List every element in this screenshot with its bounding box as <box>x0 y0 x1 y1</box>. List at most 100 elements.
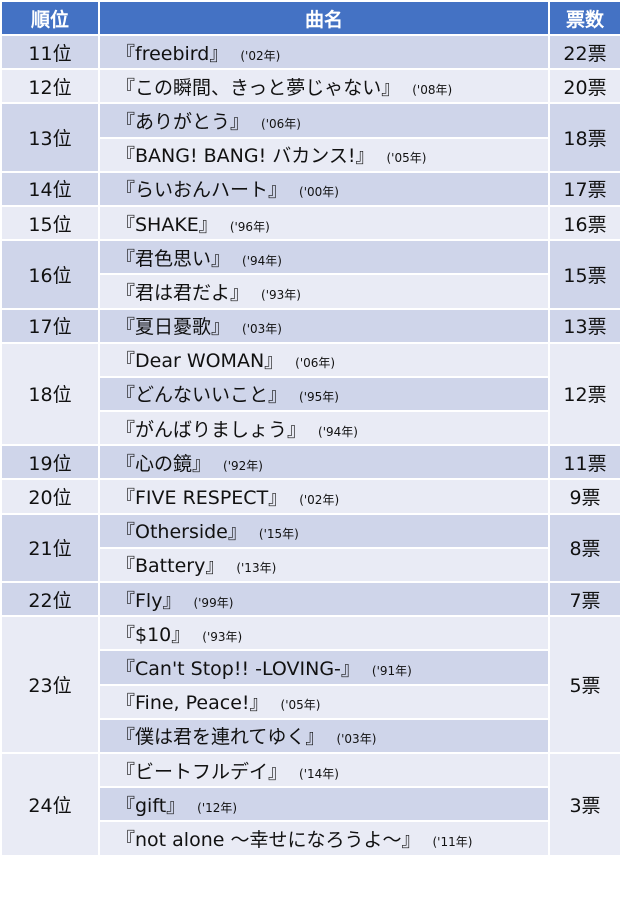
song-title: 『どんないいこと』 <box>116 384 288 407</box>
song-title: 『BANG! BANG! バカンス!』 <box>116 145 375 168</box>
song-year: ('99年) <box>193 595 234 610</box>
rank-cell: 22位 <box>0 580 100 618</box>
song-title: 『Fine, Peace!』 <box>116 692 269 715</box>
song-cell: 『ビートフルデイ』 ('14年) <box>98 751 550 789</box>
votes-cell: 11票 <box>548 444 620 481</box>
song-cell: 『SHAKE』 ('96年) <box>98 204 550 242</box>
song-title: 『心の鏡』 <box>116 452 212 475</box>
song-title: 『ビートフルデイ』 <box>116 760 288 783</box>
song-cell: 『Battery』 ('13年) <box>98 546 550 584</box>
rank-cell: 13位 <box>0 102 100 173</box>
song-year: ('12年) <box>197 800 238 815</box>
song-title: 『僕は君を連れてゆく』 <box>116 726 325 749</box>
song-year: ('93年) <box>261 287 301 302</box>
rank-cell: 12位 <box>0 68 100 105</box>
song-title: 『がんばりましょう』 <box>116 418 307 441</box>
votes-cell: 17票 <box>548 170 620 207</box>
song-cell: 『Fine, Peace!』 ('05年) <box>98 683 550 720</box>
song-title: 『夏日憂歌』 <box>116 316 231 339</box>
rank-header: 順位 <box>0 0 100 36</box>
votes-cell: 20票 <box>548 68 620 105</box>
song-title: 『Fly』 <box>116 589 182 612</box>
song-cell: 『BANG! BANG! バカンス!』 ('05年) <box>98 136 550 173</box>
song-year: ('93年) <box>202 629 243 644</box>
votes-cell: 7票 <box>548 580 620 618</box>
song-year: ('96年) <box>229 219 270 234</box>
song-title: 『SHAKE』 <box>116 213 218 236</box>
song-title: 『Battery』 <box>116 555 225 578</box>
song-year: ('13年) <box>236 561 277 576</box>
song-cell: 『gift』 ('12年) <box>98 786 550 823</box>
votes-cell: 5票 <box>548 615 620 754</box>
song-year: ('06年) <box>295 356 336 371</box>
song-cell: 『Fly』 ('99年) <box>98 580 550 618</box>
song-year: ('00年) <box>299 185 339 200</box>
rank-cell: 16位 <box>0 239 100 310</box>
song-title: 『gift』 <box>116 794 186 817</box>
rank-cell: 11位 <box>0 33 100 71</box>
rank-cell: 21位 <box>0 512 100 584</box>
table-row: 22位 『Fly』 ('99年) 7票 <box>0 580 620 618</box>
table-row: 『がんばりましょう』 ('94年) <box>1 410 620 447</box>
song-cell: 『らいおんハート』 ('00年) <box>98 170 550 207</box>
song-title: 『君色思い』 <box>116 247 231 270</box>
song-cell: 『Can't Stop!! -LOVING-』 ('91年) <box>98 649 550 686</box>
rank-cell: 23位 <box>0 615 100 754</box>
song-cell: 『Dear WOMAN』 ('06年) <box>98 341 550 378</box>
table-row: 21位 『Otherside』 ('15年) 8票 <box>0 512 620 584</box>
song-cell: 『君色思い』 ('94年) <box>98 239 550 276</box>
votes-cell: 13票 <box>548 307 620 344</box>
song-year: ('05年) <box>386 151 427 166</box>
table-row: 『BANG! BANG! バカンス!』 ('05年) <box>1 136 620 173</box>
table-row: 『gift』 ('12年) <box>1 786 620 823</box>
rank-cell: 15位 <box>0 204 100 242</box>
song-year: ('06年) <box>261 116 301 131</box>
song-year: ('14年) <box>299 766 339 781</box>
song-title: 『Dear WOMAN』 <box>116 350 284 373</box>
song-title: 『ありがとう』 <box>116 110 250 133</box>
song-year: ('92年) <box>223 458 263 473</box>
votes-cell: 22票 <box>548 33 620 71</box>
table-row: 17位 『夏日憂歌』 ('03年) 13票 <box>0 307 620 344</box>
song-cell: 『夏日憂歌』 ('03年) <box>98 307 550 344</box>
song-cell: 『どんないいこと』 ('95年) <box>98 375 550 413</box>
song-cell: 『君は君だよ』 ('93年) <box>98 273 550 310</box>
song-year: ('11年) <box>432 834 473 849</box>
table-row: 24位 『ビートフルデイ』 ('14年) 3票 <box>0 751 620 857</box>
song-cell: 『ありがとう』 ('06年) <box>98 102 550 139</box>
song-cell: 『not alone 〜幸せになろうよ〜』 ('11年) <box>98 820 550 857</box>
table-row: 『Battery』 ('13年) <box>1 546 620 584</box>
song-title: 『not alone 〜幸せになろうよ〜』 <box>116 828 421 851</box>
table-row: 16位 『君色思い』 ('94年) 15票 <box>0 239 620 310</box>
table-row: 19位 『心の鏡』 ('92年) 11票 <box>0 444 620 481</box>
song-title: 『Can't Stop!! -LOVING-』 <box>116 657 360 680</box>
rank-cell: 14位 <box>0 170 100 207</box>
table-row: 14位 『らいおんハート』 ('00年) 17票 <box>0 170 620 207</box>
table-row: 『どんないいこと』 ('95年) <box>1 375 620 413</box>
song-year: ('91年) <box>371 663 412 678</box>
table-row: 11位 『freebird』 ('02年) 22票 <box>0 33 620 71</box>
song-year: ('94年) <box>318 424 358 439</box>
song-cell: 『freebird』 ('02年) <box>98 33 550 71</box>
votes-cell: 12票 <box>548 341 620 447</box>
song-year: ('05年) <box>280 698 321 713</box>
song-cell: 『この瞬間、きっと夢じゃない』 ('08年) <box>98 68 550 105</box>
votes-header: 票数 <box>548 0 620 36</box>
table-row: 15位 『SHAKE』 ('96年) 16票 <box>0 204 620 242</box>
song-year: ('94年) <box>242 253 282 268</box>
table-row: 『僕は君を連れてゆく』 ('03年) <box>1 717 620 754</box>
song-cell: 『心の鏡』 ('92年) <box>98 444 550 481</box>
rank-cell: 19位 <box>0 444 100 481</box>
song-year: ('15年) <box>258 527 299 542</box>
table-row: 23位 『$10』 ('93年) 5票 <box>0 615 620 754</box>
rank-cell: 17位 <box>0 307 100 344</box>
table-row: 『not alone 〜幸せになろうよ〜』 ('11年) <box>1 820 620 857</box>
song-cell: 『Otherside』 ('15年) <box>98 512 550 549</box>
ranking-table: 順位 曲名 票数 11位 『freebird』 ('02年) 22票 12位 『この瞬間、… <box>0 0 620 857</box>
song-year: ('03年) <box>336 732 377 747</box>
table-row: 13位 『ありがとう』 ('06年) 18票 <box>0 102 620 173</box>
song-title: 『Otherside』 <box>116 521 247 544</box>
table-row: 『Can't Stop!! -LOVING-』 ('91年) <box>1 649 620 686</box>
rank-cell: 20位 <box>0 478 100 515</box>
table-row: 18位 『Dear WOMAN』 ('06年) 12票 <box>0 341 620 447</box>
